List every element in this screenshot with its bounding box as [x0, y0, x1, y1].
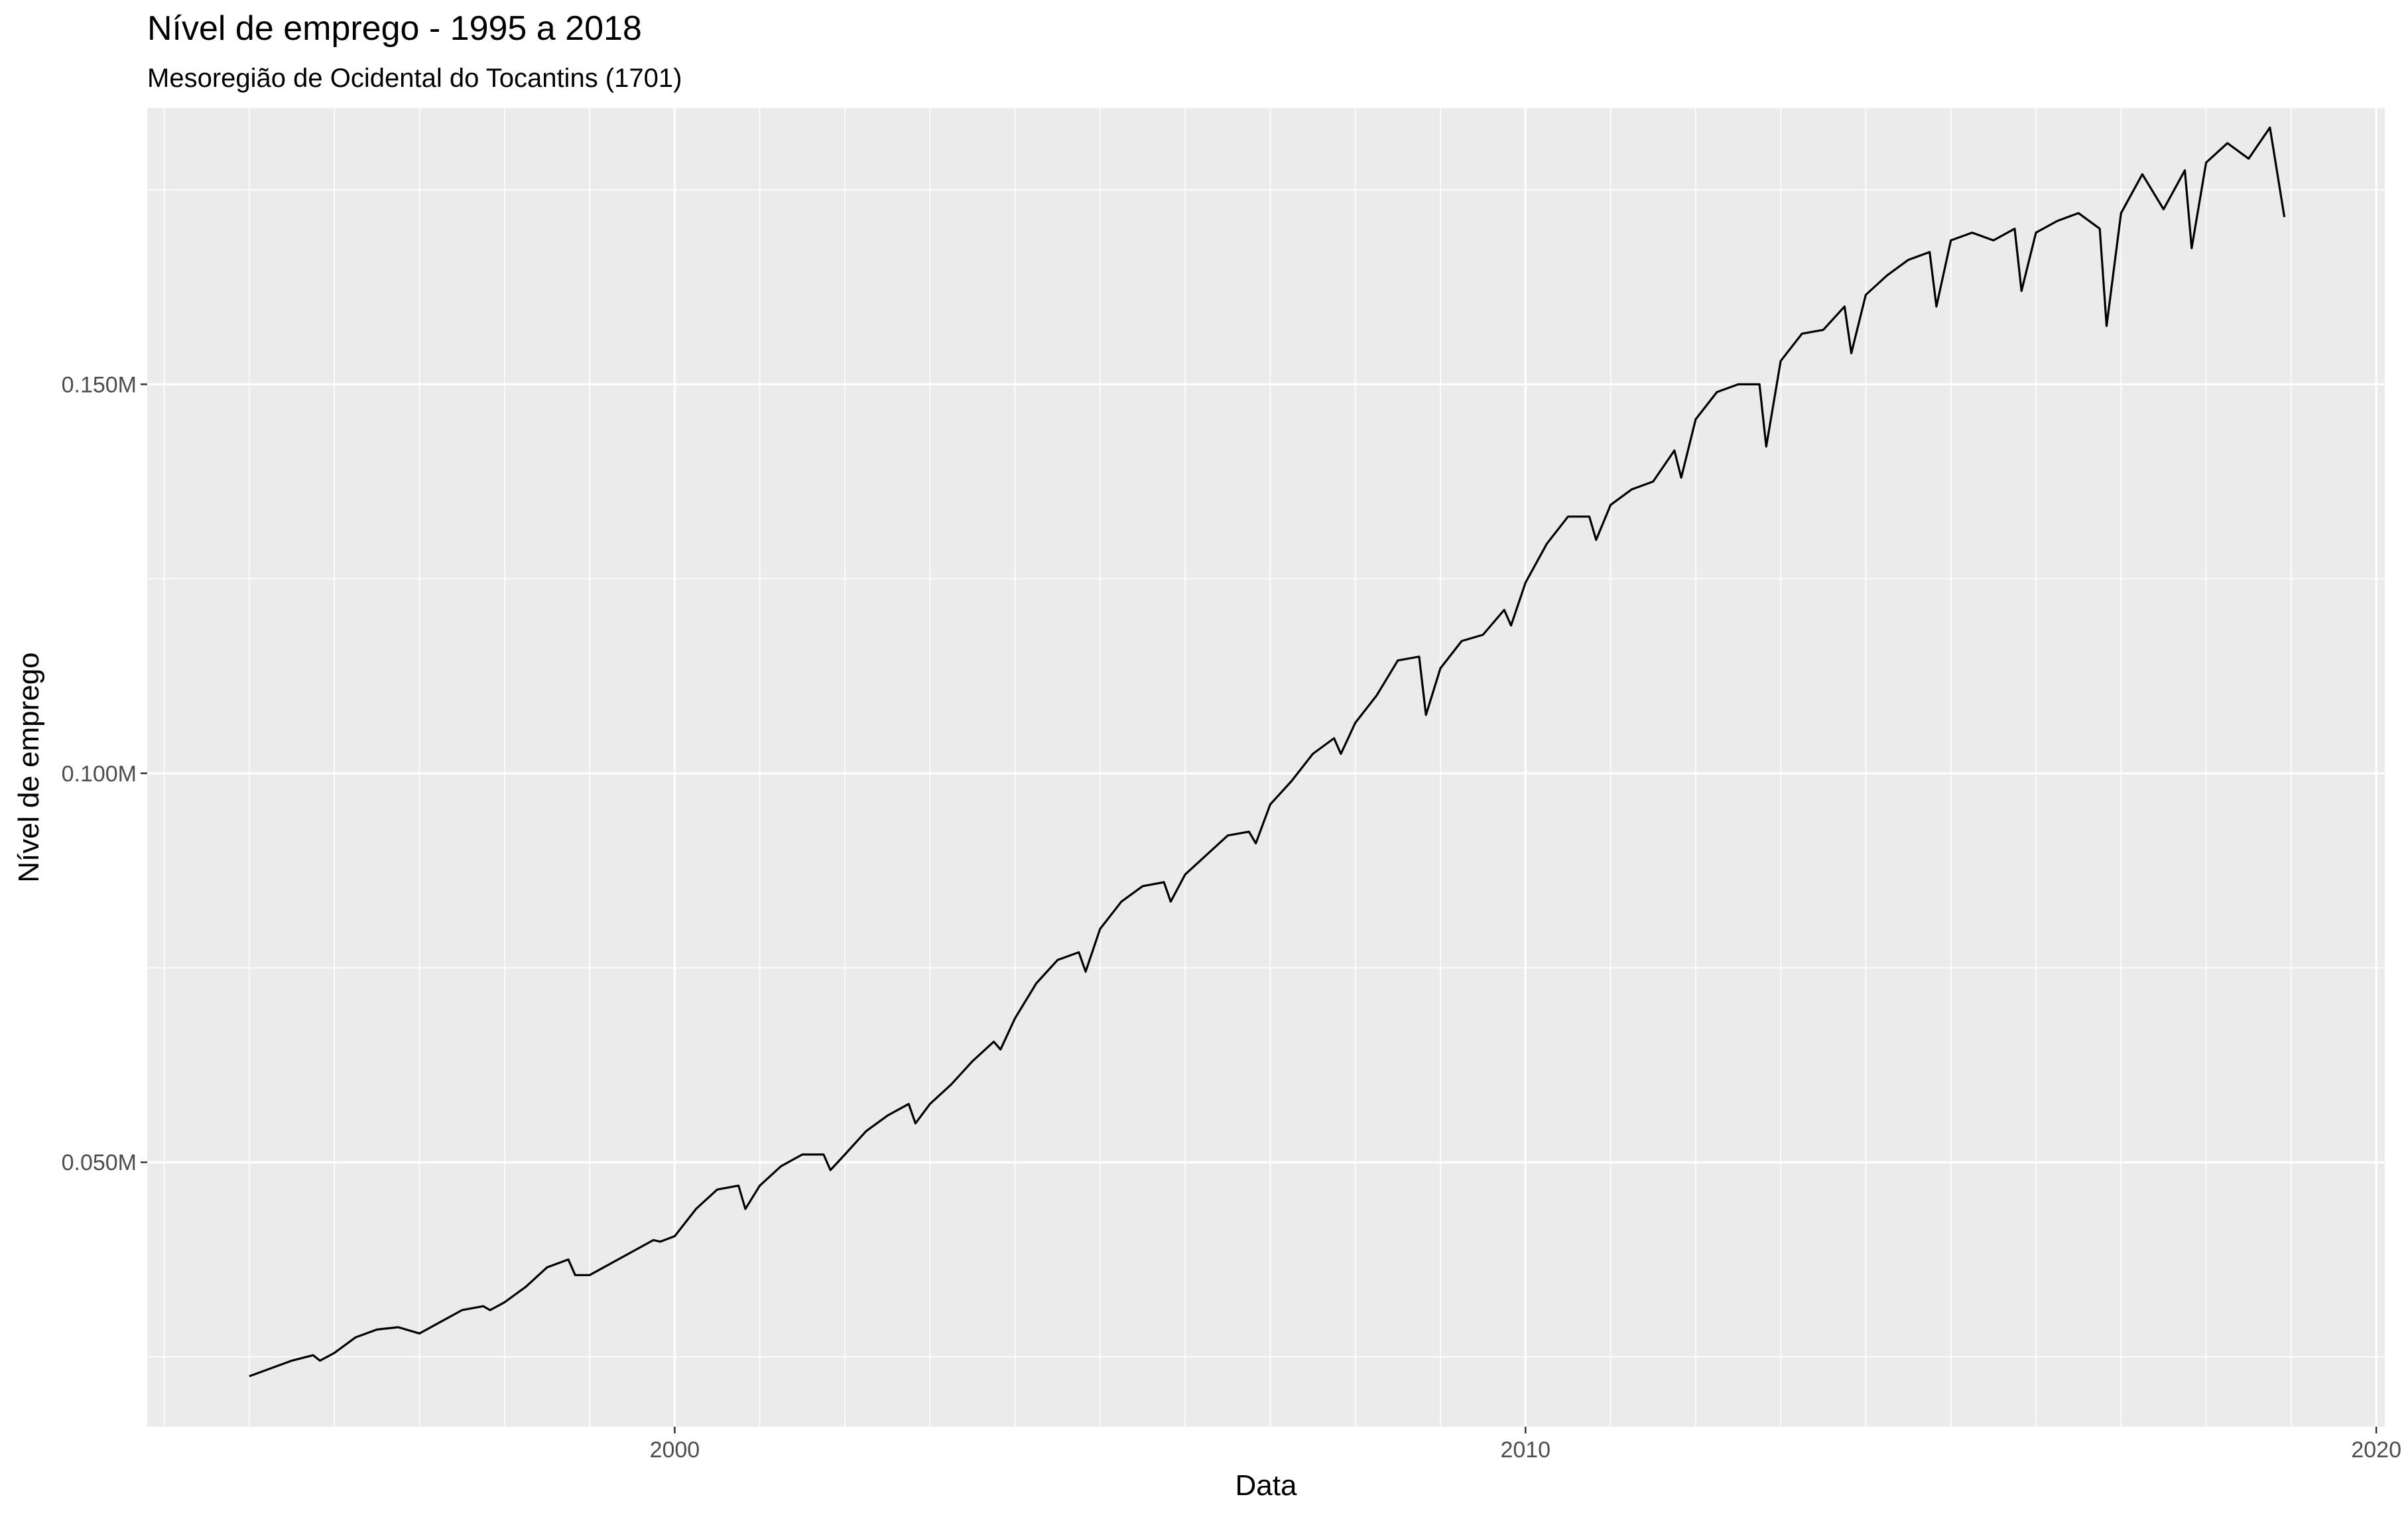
x-tick-label: 2010 [1500, 1437, 1551, 1463]
x-tick-label: 2020 [2351, 1437, 2401, 1463]
y-tick-label: 0.050M [62, 1150, 137, 1175]
plot-panel [147, 108, 2385, 1427]
x-axis-title: Data [1236, 1469, 1297, 1502]
chart-title: Nível de emprego - 1995 a 2018 [147, 9, 642, 48]
y-tick-label: 0.100M [62, 761, 137, 787]
minor-gridlines [147, 108, 2385, 1427]
y-axis-ticks: 0.050M 0.100M 0.150M [62, 372, 147, 1175]
y-axis-title: Nível de emprego [13, 652, 45, 882]
chart-subtitle: Mesoregião de Ocidental do Tocantins (17… [147, 64, 682, 93]
major-gridlines [147, 108, 2385, 1427]
x-axis-ticks: 2000 2010 2020 [650, 1427, 2401, 1463]
employment-series-line [249, 126, 2286, 1378]
x-tick-label: 2000 [650, 1437, 700, 1463]
y-tick-label: 0.150M [62, 372, 137, 397]
